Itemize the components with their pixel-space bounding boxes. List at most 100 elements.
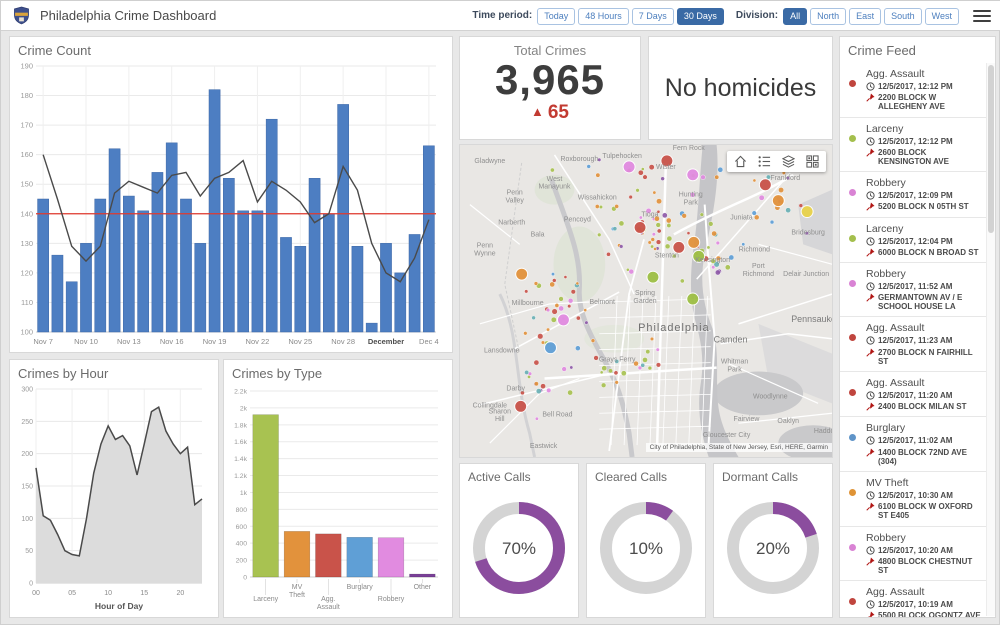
svg-text:Haddon: Haddon <box>814 428 832 435</box>
crime-address: 5500 BLOCK OGONTZ AVE <box>866 611 981 617</box>
svg-text:MV: MV <box>292 584 303 591</box>
svg-text:Oaklyn: Oaklyn <box>777 418 799 425</box>
crime-type-dot <box>849 543 856 551</box>
crime-time: 12/5/2017, 11:20 AM <box>866 391 981 400</box>
svg-text:Roxborough: Roxborough <box>560 156 598 163</box>
home-icon[interactable] <box>734 155 747 168</box>
division-button-east[interactable]: East <box>849 8 882 25</box>
active-calls-gauge: 70% <box>460 486 578 608</box>
total-crimes-value: 3,965 <box>494 56 606 103</box>
crime-time: 12/5/2017, 12:09 PM <box>866 191 981 200</box>
feed-item[interactable]: Robbery 12/5/2017, 12:09 PM 5200 BLOCK N 0… <box>840 172 987 218</box>
svg-text:Delair Junction: Delair Junction <box>783 271 829 278</box>
feed-item[interactable]: Agg. Assault 12/5/2017, 10:19 AM 5500 BLOC… <box>840 581 987 617</box>
active-calls-panel: Active Calls 70% <box>459 463 579 618</box>
svg-text:100: 100 <box>21 516 33 523</box>
svg-text:180: 180 <box>20 91 33 100</box>
svg-text:Nov 25: Nov 25 <box>288 337 312 346</box>
svg-text:Nov 10: Nov 10 <box>74 337 98 346</box>
svg-text:Lansdowne: Lansdowne <box>484 348 520 355</box>
svg-text:1.2k: 1.2k <box>234 473 247 480</box>
svg-text:Bala: Bala <box>531 231 545 238</box>
svg-text:1.6k: 1.6k <box>234 439 247 446</box>
svg-text:140: 140 <box>20 209 33 218</box>
svg-text:Stenton: Stenton <box>655 252 679 259</box>
svg-text:Bell Road: Bell Road <box>542 411 572 418</box>
crimes-by-type-title: Crimes by Type <box>232 366 323 381</box>
division-button-north[interactable]: North <box>810 8 847 25</box>
legend-icon[interactable] <box>758 155 771 168</box>
active-calls-title: Active Calls <box>468 470 531 484</box>
crimes-by-type-chart: 0 200 400 600 800 1k 1.2k 1.4k 1.6k 1.8k 2k 2.2k Lar… <box>234 389 438 611</box>
time-button-today[interactable]: Today <box>537 8 576 25</box>
map-place-labels: Gladwyne Roxborough Tulpehocken Fern Rock Wi… <box>473 145 832 450</box>
division-button-south[interactable]: South <box>884 8 922 25</box>
feed-item[interactable]: Larceny 12/5/2017, 12:04 PM 6000 BLOCK N B… <box>840 218 987 263</box>
svg-text:800: 800 <box>236 507 248 514</box>
svg-text:1.8k: 1.8k <box>234 422 247 429</box>
map-panel: Gladwyne Roxborough Tulpehocken Fern Rock Wi… <box>459 144 833 458</box>
crime-type-dot <box>849 334 856 342</box>
feed-item[interactable]: Robbery 12/5/2017, 11:52 AM GERMANTOWN AV … <box>840 263 987 318</box>
feed-item[interactable]: MV Theft 12/5/2017, 10:30 AM 6100 BLOCK W … <box>840 472 987 527</box>
layers-icon[interactable] <box>782 155 795 168</box>
time-button-48-hours[interactable]: 48 Hours <box>578 8 629 25</box>
svg-text:160: 160 <box>20 150 33 159</box>
crimes-by-hour-title: Crimes by Hour <box>18 366 109 381</box>
svg-text:Gloucester City: Gloucester City <box>703 432 751 439</box>
division-button-group: All North East South West <box>780 6 959 25</box>
svg-text:20: 20 <box>176 590 184 597</box>
division-button-west[interactable]: West <box>924 8 959 25</box>
svg-text:Wister: Wister <box>656 164 676 171</box>
svg-text:00: 00 <box>32 590 40 597</box>
feed-item[interactable]: Robbery 12/5/2017, 10:20 AM 4800 BLOCK CHE… <box>840 527 987 582</box>
svg-text:05: 05 <box>68 590 76 597</box>
time-button-30-days[interactable]: 30 Days <box>676 8 724 25</box>
svg-text:Other: Other <box>414 584 432 591</box>
svg-text:10: 10 <box>104 590 112 597</box>
crime-map[interactable]: Gladwyne Roxborough Tulpehocken Fern Rock Wi… <box>460 145 832 457</box>
crime-address: 2200 BLOCK W ALLEGHENY AVE <box>866 93 981 111</box>
crime-address: GERMANTOWN AV / E SCHOOL HOUSE LA <box>866 293 981 311</box>
feed-item[interactable]: Larceny 12/5/2017, 12:12 PM 2600 BLOCK KEN… <box>840 118 987 173</box>
cleared-calls-panel: Cleared Calls 10% <box>586 463 706 618</box>
crime-type-label: Agg. Assault <box>866 68 925 80</box>
basemap-icon[interactable] <box>806 155 819 168</box>
svg-text:300: 300 <box>21 387 33 394</box>
crimes-by-type-panel: Crimes by Type 0 200 400 600 800 1k 1.2k 1.4k 1.… <box>223 359 453 618</box>
homicides-panel: No homicides <box>648 36 833 140</box>
svg-text:Woodlynne: Woodlynne <box>753 393 788 400</box>
crime-type-dot <box>849 189 856 197</box>
feed-scrollbar-thumb[interactable] <box>988 65 994 233</box>
feed-item[interactable]: Burglary 12/5/2017, 11:02 AM 1400 BLOCK 72… <box>840 417 987 472</box>
crime-time: 12/5/2017, 11:23 AM <box>866 336 981 345</box>
svg-text:Larceny: Larceny <box>253 596 278 603</box>
crime-type-dot <box>849 279 856 287</box>
feed-item[interactable]: Agg. Assault 12/5/2017, 11:23 AM 2700 BLOC… <box>840 317 987 372</box>
crime-type-label: Agg. Assault <box>866 322 925 335</box>
svg-text:Agg.: Agg. <box>321 596 335 603</box>
crime-type-dot <box>849 598 856 606</box>
feed-scrollbar-track[interactable] <box>986 63 995 616</box>
crime-incident-dots <box>514 154 814 421</box>
svg-text:Philadelphia: Philadelphia <box>638 322 709 334</box>
division-button-all[interactable]: All <box>783 8 808 25</box>
delta-up-triangle-icon: ▲ <box>530 104 544 120</box>
svg-text:Collingdale: Collingdale <box>473 402 507 409</box>
feed-item[interactable]: Agg. Assault 12/5/2017, 11:20 AM 2400 BLOC… <box>840 372 987 418</box>
svg-text:Fern Rock: Fern Rock <box>673 145 706 152</box>
time-button-7-days[interactable]: 7 Days <box>631 8 674 25</box>
svg-text:Nov 22: Nov 22 <box>246 337 270 346</box>
svg-text:100: 100 <box>20 328 33 337</box>
crime-feed-panel: Crime Feed Agg. Assault 12/5/2017, 12:12 … <box>839 36 996 618</box>
crime-type-dot <box>849 434 856 442</box>
menu-hamburger-icon[interactable] <box>973 7 991 25</box>
svg-text:Gladwyne: Gladwyne <box>474 158 505 165</box>
feed-item[interactable]: Agg. Assault 12/5/2017, 12:12 PM 2200 BLOC… <box>840 63 987 118</box>
crime-feed-list: Agg. Assault 12/5/2017, 12:12 PM 2200 BLOC… <box>840 63 987 617</box>
crime-count-panel: Crime Count 100 110 120 130 140 150 160 170 180 1… <box>9 36 453 353</box>
svg-text:2.2k: 2.2k <box>234 389 247 396</box>
